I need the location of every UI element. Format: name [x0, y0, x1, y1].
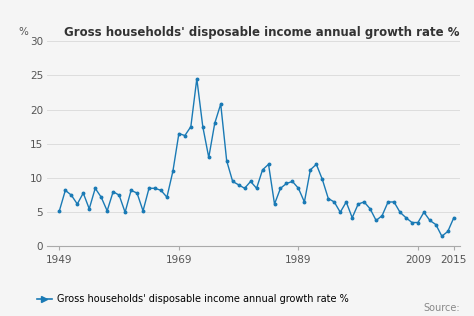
Text: %: %: [18, 27, 28, 37]
Text: Gross households' disposable income annual growth rate %: Gross households' disposable income annu…: [64, 26, 459, 39]
Text: Source:: Source:: [423, 303, 460, 313]
Legend: Gross households' disposable income annual growth rate %: Gross households' disposable income annu…: [33, 290, 352, 308]
